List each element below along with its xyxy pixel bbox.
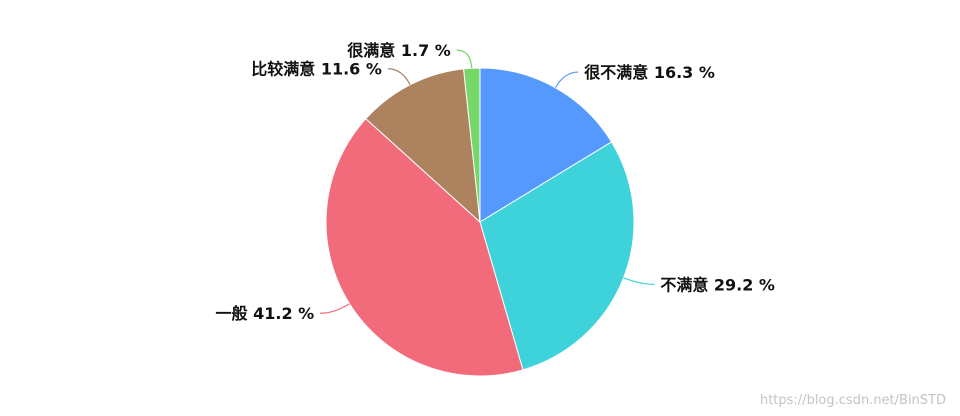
slice-label-4: 很满意 1.7 % [347,41,451,60]
leader-line-0 [554,71,579,89]
pie-slice-4 [463,67,481,223]
leader-line-2 [320,303,350,314]
slice-label-1: 不满意 29.2 % [660,275,775,294]
slice-label-2: 一般 41.2 % [216,304,315,323]
leader-lines [320,49,655,314]
watermark: https://blog.csdn.net/BinSTD [760,393,946,408]
slice-labels: 很不满意 16.3 % 不满意 29.2 % 一般 41.2 % 比较满意 11.6 … [216,41,775,323]
pie-slice-3 [365,68,481,224]
pie-slices [325,67,635,377]
leader-line-4 [456,49,473,69]
leader-line-1 [623,277,655,285]
slice-label-3: 比较满意 11.6 % [251,60,382,79]
pie-slice-2 [325,118,524,377]
leader-line-3 [387,68,411,86]
slice-label-0: 很不满意 16.3 % [584,63,715,82]
